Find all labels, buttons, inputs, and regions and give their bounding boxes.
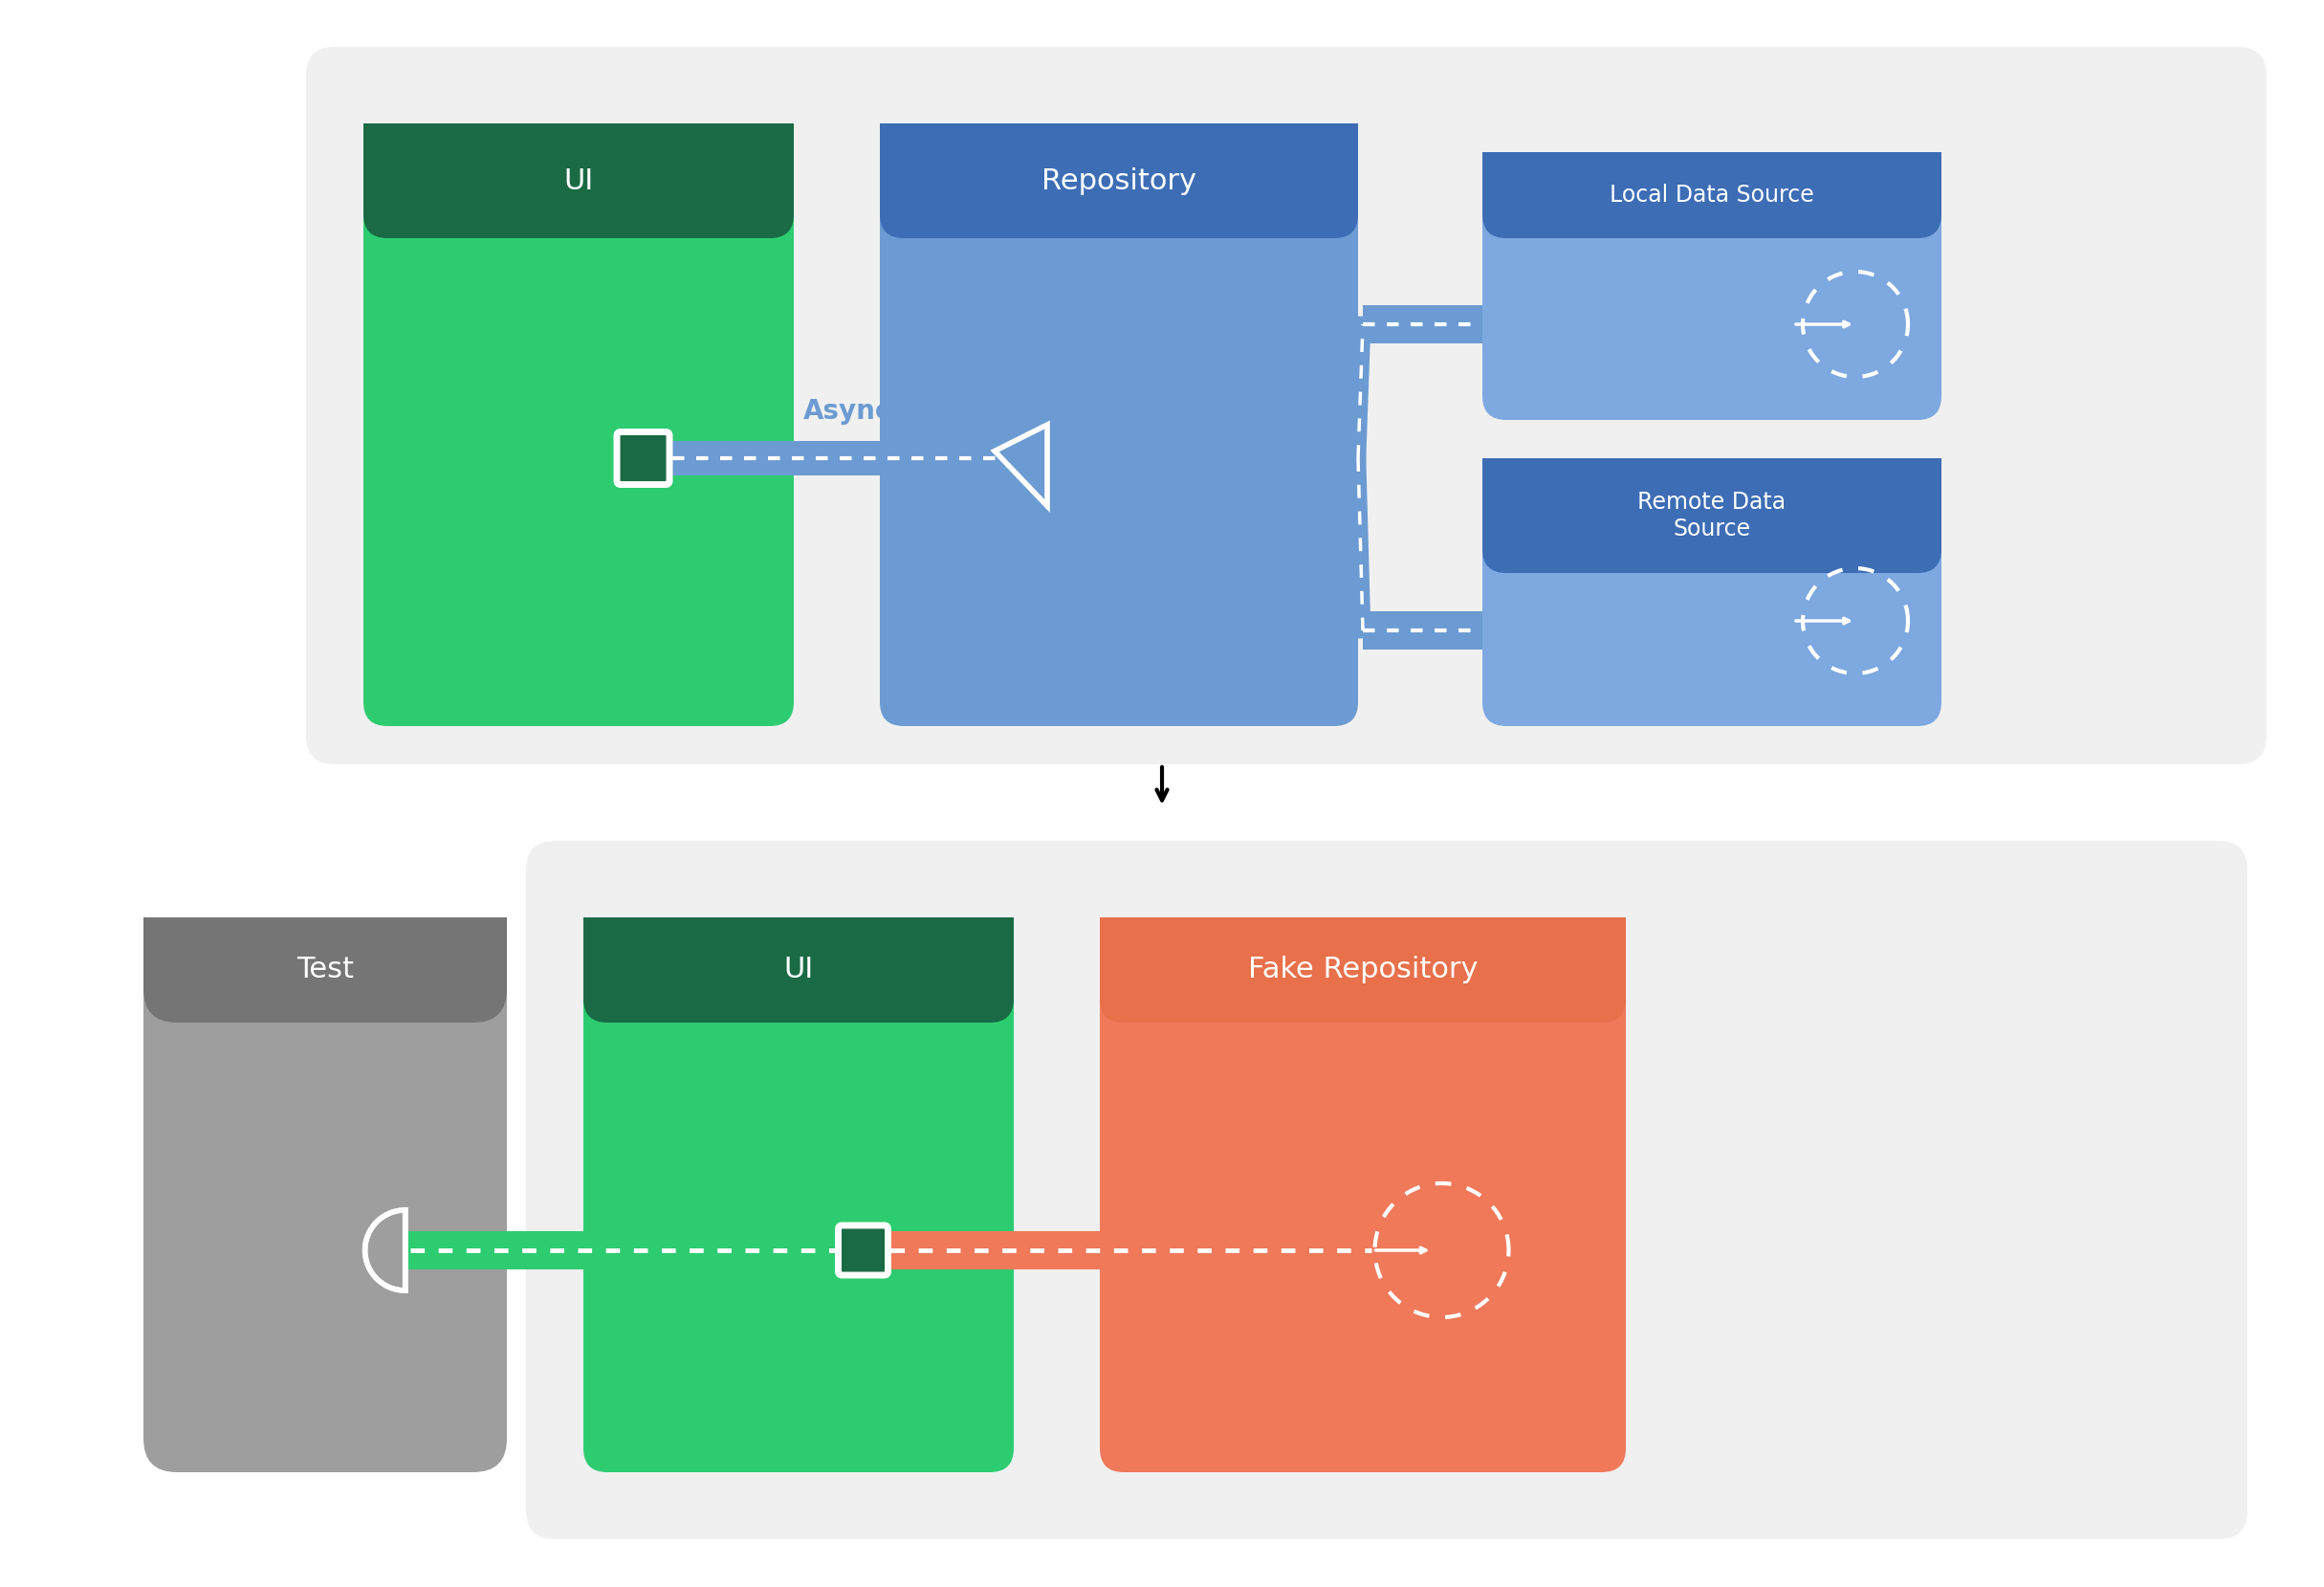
Polygon shape — [365, 1211, 404, 1290]
Text: UI: UI — [783, 955, 813, 984]
Bar — [583, 917, 1013, 998]
FancyBboxPatch shape — [1483, 152, 1941, 238]
FancyBboxPatch shape — [1483, 152, 1941, 421]
Text: Test: Test — [297, 955, 353, 984]
FancyBboxPatch shape — [363, 124, 795, 238]
Text: Local Data Source: Local Data Source — [1611, 184, 1815, 206]
Bar — [1483, 152, 1941, 214]
FancyBboxPatch shape — [144, 917, 507, 1473]
Text: Repository: Repository — [1041, 167, 1197, 195]
FancyBboxPatch shape — [881, 124, 1357, 727]
FancyBboxPatch shape — [881, 124, 1357, 238]
Text: UI: UI — [565, 167, 593, 195]
Bar — [669, 441, 995, 476]
Text: Async: Async — [804, 398, 892, 425]
Bar — [363, 124, 795, 214]
Bar — [1362, 305, 1483, 343]
Bar — [1362, 611, 1483, 649]
Text: Fake Repository: Fake Repository — [1248, 955, 1478, 984]
FancyBboxPatch shape — [839, 1225, 888, 1274]
Bar — [1483, 459, 1941, 549]
Text: Sync: Sync — [1146, 1190, 1218, 1217]
FancyBboxPatch shape — [616, 432, 669, 484]
FancyBboxPatch shape — [1483, 459, 1941, 573]
FancyBboxPatch shape — [583, 917, 1013, 1473]
FancyBboxPatch shape — [583, 917, 1013, 1022]
FancyBboxPatch shape — [363, 124, 795, 727]
FancyBboxPatch shape — [525, 841, 2247, 1539]
FancyBboxPatch shape — [1099, 917, 1627, 1022]
FancyBboxPatch shape — [1483, 459, 1941, 727]
FancyBboxPatch shape — [1099, 917, 1627, 1473]
Bar — [404, 1232, 862, 1270]
Bar — [1099, 917, 1627, 998]
FancyBboxPatch shape — [307, 48, 2266, 765]
Text: Remote Data
Source: Remote Data Source — [1638, 490, 1787, 541]
Bar — [888, 1232, 1373, 1270]
Bar — [881, 124, 1357, 214]
Bar — [144, 917, 507, 989]
FancyBboxPatch shape — [144, 917, 507, 1022]
